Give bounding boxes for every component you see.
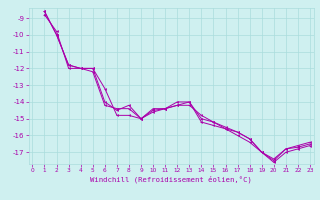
X-axis label: Windchill (Refroidissement éolien,°C): Windchill (Refroidissement éolien,°C) [90,176,252,183]
